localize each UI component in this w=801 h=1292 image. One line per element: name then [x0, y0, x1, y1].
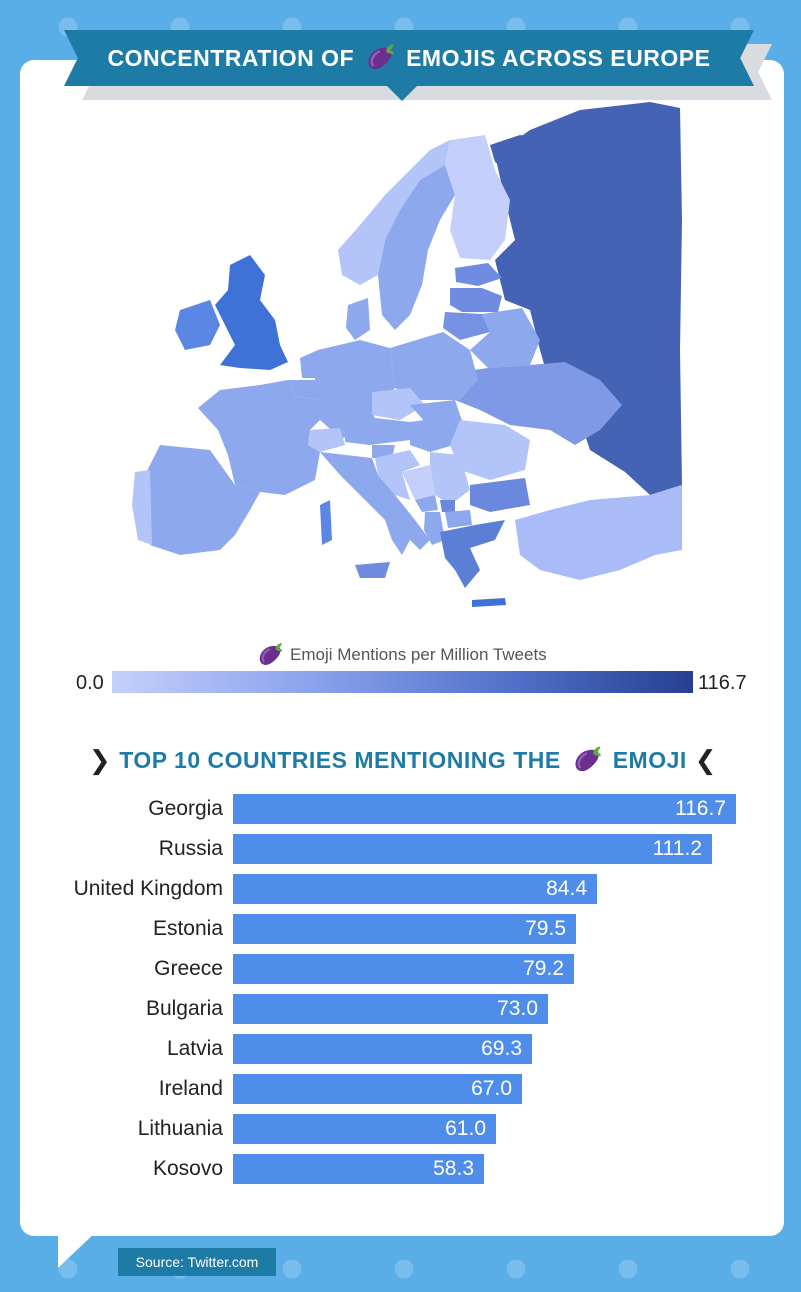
page-title: CONCENTRATION OF EMOJIS ACROSS EUROPE — [108, 40, 711, 76]
title-part-1: CONCENTRATION OF — [107, 44, 355, 71]
region-serbia — [430, 452, 470, 505]
card-speech-tail — [58, 1230, 98, 1268]
region-germany — [315, 340, 395, 438]
source-label: Source: Twitter.com — [118, 1248, 276, 1276]
region-crete — [472, 598, 506, 607]
region-austria — [345, 418, 410, 445]
title-part-2: EMOJIS ACROSS EUROPE — [406, 44, 711, 71]
region-finland — [445, 135, 510, 260]
region-italy — [320, 452, 430, 555]
region-montenegro — [415, 495, 438, 512]
europe-choropleth-map — [110, 100, 690, 620]
region-kosovo — [440, 500, 455, 512]
legend-max-value: 116.7 — [698, 672, 747, 694]
region-svalbard-hint — [600, 110, 615, 122]
legend-color-scale — [112, 671, 693, 693]
region-sicily — [355, 562, 390, 578]
region-greece — [440, 520, 505, 588]
region-denmark — [346, 298, 370, 340]
legend-label-text: Emoji Mentions per Million Tweets — [290, 645, 547, 664]
region-portugal — [132, 470, 152, 545]
legend-label: Emoji Mentions per Million Tweets — [254, 638, 547, 672]
region-turkey — [515, 485, 682, 580]
region-russia-kola — [490, 135, 565, 175]
chevron-right-icon: ❯ — [88, 744, 112, 775]
chart-title-part-1: TOP 10 COUNTRIES MENTIONING THE — [119, 746, 561, 773]
region-macedonia — [445, 510, 472, 528]
eggplant-icon — [254, 639, 286, 671]
region-ukraine — [455, 362, 622, 445]
region-albania — [424, 512, 445, 545]
chart-title-part-2: EMOJI — [612, 746, 687, 773]
region-uk — [215, 255, 288, 370]
region-russia — [495, 102, 682, 495]
region-slovakia — [410, 400, 460, 422]
region-sweden — [378, 165, 455, 330]
legend-min-value: 0.0 — [76, 672, 104, 694]
region-ireland — [175, 300, 220, 350]
region-latvia — [450, 288, 502, 312]
region-poland — [390, 332, 478, 400]
region-sardinia — [320, 500, 332, 545]
region-spain — [145, 445, 260, 555]
title-banner: CONCENTRATION OF EMOJIS ACROSS EUROPE — [64, 30, 754, 86]
banner-pointer — [386, 85, 418, 101]
eggplant-icon — [362, 40, 398, 76]
region-lithuania — [443, 312, 490, 340]
chevron-left-icon: ❮ — [694, 744, 718, 775]
region-switzerland — [308, 428, 345, 452]
region-bulgaria — [470, 478, 530, 512]
region-croatia — [375, 450, 420, 500]
region-czechia — [372, 388, 425, 420]
region-bosnia — [402, 465, 435, 500]
region-belgium — [288, 380, 318, 400]
region-belarus — [470, 308, 540, 368]
chart-title: ❯ TOP 10 COUNTRIES MENTIONING THE EMOJI … — [76, 740, 730, 780]
region-estonia — [455, 263, 502, 286]
region-france — [198, 380, 320, 495]
region-norway — [338, 140, 450, 285]
region-romania — [450, 420, 530, 480]
eggplant-icon — [569, 742, 605, 778]
region-netherlands — [300, 350, 318, 378]
